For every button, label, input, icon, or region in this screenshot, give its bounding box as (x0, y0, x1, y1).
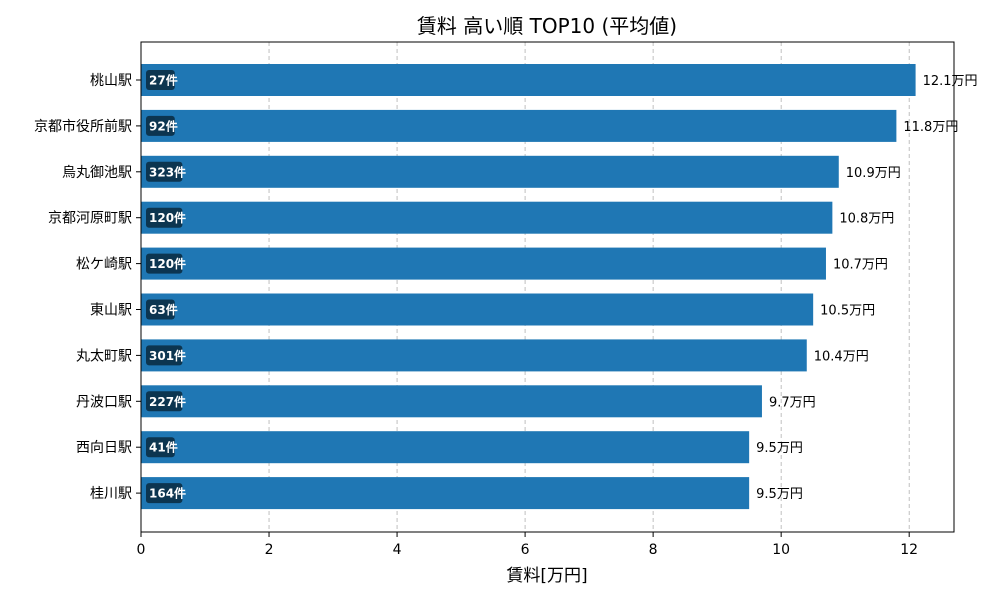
category-label: 桃山駅 (90, 73, 132, 89)
count-badge (146, 253, 183, 274)
count-label: 92件 (149, 118, 178, 133)
bar (141, 155, 839, 188)
category-label: 東山駅 (90, 303, 132, 319)
bar (141, 247, 826, 280)
count-badge (146, 391, 183, 412)
count-label: 120件 (149, 210, 186, 225)
x-tick-label: 4 (393, 542, 402, 558)
category-label: 松ケ崎駅 (76, 257, 132, 273)
value-label: 11.8万円 (903, 120, 958, 135)
value-label: 10.8万円 (839, 212, 894, 227)
plot-frame (140, 41, 955, 533)
value-label: 9.5万円 (756, 487, 803, 502)
bar (141, 64, 916, 96)
count-badge (146, 115, 175, 136)
x-tick-label: 12 (900, 542, 918, 558)
count-badge (146, 483, 183, 504)
x-tick-label: 8 (649, 542, 658, 558)
count-label: 301件 (149, 348, 186, 363)
bars: 12.1万円 27件 11.8万円 92件 10.9万円 323件 10.8万円 120件 10… (141, 64, 978, 510)
bar (141, 109, 897, 142)
bar (141, 339, 807, 372)
category-label: 京都市役所前駅 (34, 118, 132, 135)
category-label: 丹波口駅 (76, 394, 132, 410)
x-tick-label: 2 (265, 542, 274, 558)
value-label: 9.7万円 (769, 395, 816, 410)
category-label: 桂川駅 (90, 486, 132, 502)
x-axis-label: 賃料[万円] (506, 566, 587, 586)
value-label: 10.5万円 (820, 304, 875, 319)
chart-title: 賃料 高い順 TOP10 (平均値) (417, 14, 677, 38)
count-label: 323件 (149, 164, 186, 179)
category-label: 丸太町駅 (76, 348, 132, 364)
count-label: 227件 (149, 394, 186, 409)
bar (141, 293, 814, 326)
category-label: 京都河原町駅 (48, 211, 132, 227)
bar (141, 385, 762, 418)
value-label: 9.5万円 (756, 441, 803, 456)
count-badge (146, 437, 175, 458)
count-badge (146, 299, 175, 320)
value-label: 10.4万円 (814, 349, 869, 364)
count-label: 164件 (149, 486, 186, 501)
count-label: 63件 (149, 302, 178, 317)
value-label: 10.9万円 (846, 166, 901, 181)
count-label: 27件 (149, 73, 178, 88)
value-label: 12.1万円 (923, 74, 978, 89)
count-badge (146, 161, 183, 182)
value-label: 10.7万円 (833, 258, 888, 273)
category-label: 西向日駅 (76, 440, 132, 456)
count-label: 120件 (149, 256, 186, 271)
count-badge (146, 70, 175, 90)
x-tick-label: 0 (137, 542, 146, 558)
count-badge (146, 345, 183, 366)
y-axis: 桃山駅京都市役所前駅烏丸御池駅京都河原町駅松ケ崎駅東山駅丸太町駅丹波口駅西向日駅… (34, 73, 141, 502)
category-label: 烏丸御池駅 (62, 164, 132, 181)
bar (141, 477, 750, 510)
x-axis: 0 2 4 6 8 10 12 (137, 532, 918, 558)
count-label: 41件 (149, 440, 178, 455)
bar (141, 201, 833, 234)
count-badge (146, 207, 183, 228)
x-tick-label: 10 (772, 542, 790, 558)
x-tick-label: 6 (521, 542, 530, 558)
bar (141, 431, 750, 464)
